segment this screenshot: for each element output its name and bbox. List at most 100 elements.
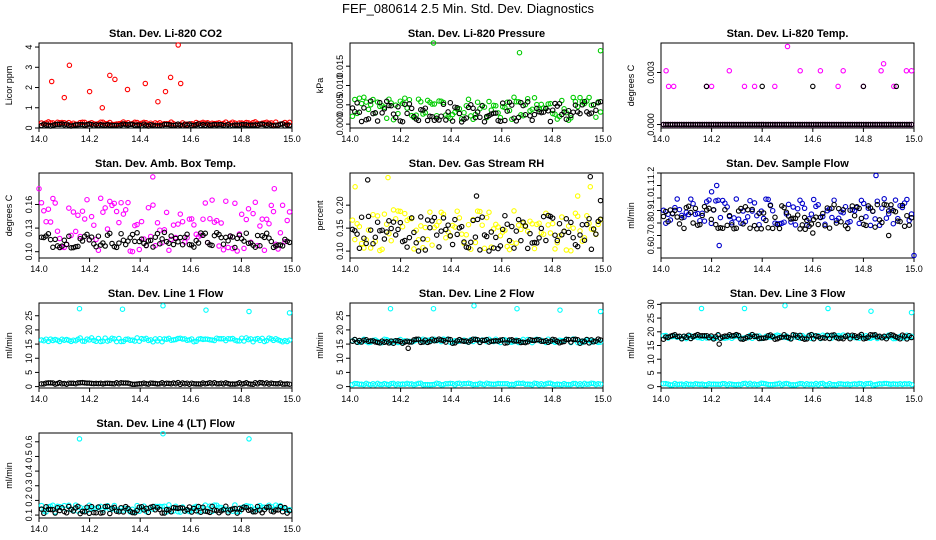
- x-tick-label: 15.0: [905, 394, 923, 404]
- data-point: [479, 222, 485, 228]
- data-point: [88, 213, 95, 220]
- data-point: [443, 235, 449, 241]
- data-point: [213, 217, 220, 224]
- data-point: [263, 216, 270, 223]
- x-tick-label: 14.0: [341, 394, 359, 404]
- data-point: [372, 110, 379, 116]
- data-point: [699, 212, 705, 219]
- data-point: [495, 224, 501, 230]
- y-tick-label: 0.8: [646, 217, 656, 230]
- data-point: [883, 215, 890, 221]
- y-tick-label: 0.16: [24, 196, 34, 214]
- data-point: [731, 225, 737, 232]
- x-tick-label: 14.0: [652, 134, 670, 144]
- data-point: [538, 225, 545, 232]
- data-point: [279, 508, 286, 515]
- data-point: [385, 174, 391, 181]
- panel-title: Stan. Dev. Line 4 (LT) Flow: [96, 418, 235, 430]
- data-point: [88, 234, 95, 240]
- data-point: [860, 83, 867, 90]
- data-point: [161, 229, 168, 236]
- data-point: [581, 235, 588, 241]
- data-point: [161, 227, 168, 233]
- data-point: [177, 211, 184, 217]
- data-point: [159, 510, 165, 516]
- data-point: [751, 200, 758, 206]
- data-point: [769, 225, 776, 232]
- data-point: [188, 216, 195, 222]
- y-tick-label: 0.4: [24, 465, 34, 478]
- data-point: [531, 245, 538, 252]
- data-point: [593, 231, 599, 237]
- x-tick-label: 14.6: [493, 264, 511, 274]
- data-point: [367, 245, 374, 251]
- data-point: [438, 337, 444, 343]
- data-point: [545, 101, 551, 107]
- data-point: [395, 104, 401, 110]
- y-tick-label: 0.7: [646, 229, 656, 242]
- data-point: [772, 83, 778, 90]
- data-point: [826, 225, 833, 231]
- data-point: [386, 218, 392, 224]
- data-point: [163, 506, 170, 513]
- x-tick-label: 14.6: [182, 394, 200, 404]
- plot-frame: [349, 302, 604, 389]
- data-point: [595, 221, 601, 228]
- data-point: [797, 226, 803, 232]
- x-tick-label: 14.6: [804, 264, 822, 274]
- data-point: [399, 118, 406, 125]
- data-point: [358, 240, 365, 247]
- data-point: [241, 504, 247, 510]
- data-point: [145, 509, 152, 516]
- data-point: [395, 208, 401, 214]
- panel-title: Stan. Dev. Line 2 Flow: [419, 288, 535, 300]
- data-point: [524, 99, 531, 105]
- data-point: [225, 237, 231, 244]
- data-point: [52, 510, 58, 516]
- data-point: [767, 202, 774, 209]
- data-point: [906, 121, 912, 128]
- data-point: [717, 214, 724, 221]
- data-point: [418, 339, 424, 346]
- y-tick-label: 0.010: [335, 74, 345, 97]
- data-point: [570, 225, 576, 231]
- plot-frame: [38, 172, 293, 259]
- data-point: [741, 83, 748, 90]
- y-tick-label: 15: [24, 339, 34, 349]
- data-point: [891, 83, 897, 90]
- data-point: [379, 246, 385, 253]
- data-point: [540, 231, 547, 237]
- data-point: [563, 336, 570, 343]
- data-point: [250, 210, 256, 217]
- data-point: [349, 217, 356, 223]
- data-point: [570, 94, 576, 101]
- data-point: [549, 336, 556, 343]
- data-point: [784, 43, 791, 50]
- data-point: [760, 335, 767, 341]
- data-point: [361, 94, 367, 101]
- data-point: [186, 216, 193, 222]
- data-point: [177, 505, 184, 511]
- data-point: [522, 223, 529, 229]
- data-point: [225, 244, 231, 251]
- data-point: [483, 233, 490, 240]
- data-point: [788, 336, 794, 342]
- data-point: [411, 246, 417, 252]
- data-point: [111, 200, 118, 207]
- y-tick-label: 0.10: [24, 243, 34, 261]
- data-point: [406, 339, 413, 345]
- data-point: [776, 334, 783, 341]
- data-point: [95, 504, 102, 510]
- data-point: [794, 205, 801, 212]
- data-point: [84, 231, 90, 238]
- data-point: [588, 226, 595, 232]
- data-point: [79, 508, 86, 515]
- data-point: [774, 221, 781, 228]
- data-point: [870, 208, 876, 214]
- data-point: [383, 115, 390, 122]
- data-point: [63, 510, 70, 516]
- x-tick-label: 14.6: [182, 134, 200, 144]
- data-point: [142, 80, 149, 87]
- data-point: [383, 98, 390, 105]
- x-tick-label: 14.6: [493, 134, 511, 144]
